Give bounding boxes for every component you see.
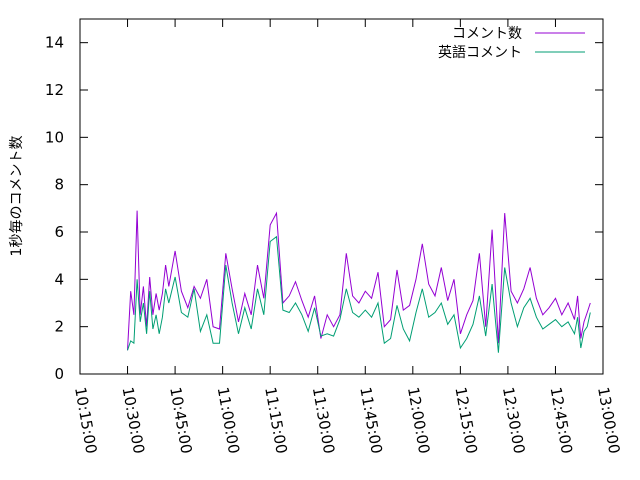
y-tick-label: 10 [45, 128, 64, 146]
x-tick-label: 10:30:00 [119, 386, 148, 455]
x-tick-label: 12:00:00 [404, 386, 433, 455]
x-tick-label: 11:00:00 [214, 386, 243, 455]
y-axis: 0 2 4 6 8 10 12 14 [45, 34, 603, 383]
series-line-0 [127, 210, 591, 351]
x-tick-label: 11:45:00 [356, 386, 385, 455]
x-tick-label: 10:15:00 [71, 386, 100, 455]
x-tick-label: 12:45:00 [547, 386, 576, 455]
y-tick-label: 6 [54, 223, 64, 241]
x-tick-label: 13:00:00 [594, 386, 623, 455]
x-tick-label: 12:15:00 [451, 386, 480, 455]
x-tick-label: 11:30:00 [309, 386, 338, 455]
series-layer [127, 210, 591, 353]
y-tick-label: 0 [54, 365, 64, 383]
y-tick-label: 14 [45, 34, 64, 52]
y-tick-label: 8 [54, 176, 64, 194]
x-tick-label: 10:45:00 [166, 386, 195, 455]
y-tick-label: 12 [45, 81, 64, 99]
plot-frame [79, 18, 604, 375]
legend-label: 英語コメント [438, 44, 522, 61]
y-tick-label: 2 [54, 318, 64, 336]
y-axis-title: 1秒毎のコメント数 [9, 136, 25, 257]
legend-label: コメント数 [452, 26, 522, 42]
y-tick-label: 4 [54, 270, 64, 288]
x-axis: 10:15:00 10:30:00 10:45:00 11:00:00 11:15:00… [71, 19, 623, 455]
x-tick-label: 12:30:00 [499, 386, 528, 455]
x-tick-label: 11:15:00 [261, 386, 290, 455]
series-line-1 [127, 235, 591, 353]
